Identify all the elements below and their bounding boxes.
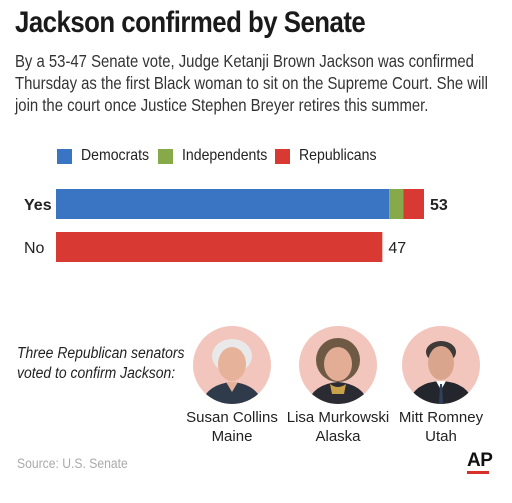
senator-portrait-icon — [402, 326, 480, 404]
category-label: Yes — [24, 197, 52, 214]
senator-state: Alaska — [315, 428, 361, 445]
legend-swatch-democrats — [57, 148, 72, 164]
source-note: Source: U.S. Senate — [17, 456, 128, 471]
legend-item-independents: Independents — [158, 147, 279, 165]
bar-total-label: 47 — [388, 240, 406, 257]
legend-label: Democrats — [81, 147, 150, 164]
senator-portrait-icon — [299, 326, 377, 404]
senator-name: Mitt Romney — [398, 409, 484, 426]
senators-intro: Three Republican senators voted to confi… — [17, 345, 185, 382]
chart-subtitle: By a 53-47 Senate vote, Judge Ketanji Br… — [15, 51, 488, 115]
bar-segment-republicans — [56, 232, 383, 262]
bar-total-label: 53 — [430, 197, 448, 214]
senator-card-collins: Susan Collins Maine — [177, 326, 287, 446]
senator-portrait-icon — [193, 326, 271, 404]
bar-segment-republicans — [403, 189, 424, 219]
legend-swatch-republicans — [275, 148, 290, 164]
legend-item-republicans: Republicans — [275, 147, 387, 165]
senator-name: Susan Collins — [186, 409, 278, 426]
senator-name: Lisa Murkowski — [286, 409, 390, 426]
category-label: No — [24, 240, 45, 257]
ap-logo: AP — [467, 450, 493, 471]
senator-state: Maine — [211, 428, 253, 445]
ap-logo-bar — [467, 471, 489, 474]
legend-swatch-independents — [158, 148, 173, 164]
legend-label: Independents — [182, 147, 268, 164]
senator-card-romney: Mitt Romney Utah — [386, 326, 496, 446]
senator-state: Utah — [425, 428, 457, 445]
chart-title: Jackson confirmed by Senate — [15, 6, 366, 39]
legend-label: Republicans — [299, 147, 377, 164]
bar-segment-independents — [389, 189, 404, 219]
bar-segment-democrats — [56, 189, 390, 219]
legend-item-democrats: Democrats — [57, 147, 158, 165]
vote-bar-chart: Yes 53 No 47 — [24, 189, 448, 262]
senator-card-murkowski: Lisa Murkowski Alaska — [283, 326, 393, 446]
